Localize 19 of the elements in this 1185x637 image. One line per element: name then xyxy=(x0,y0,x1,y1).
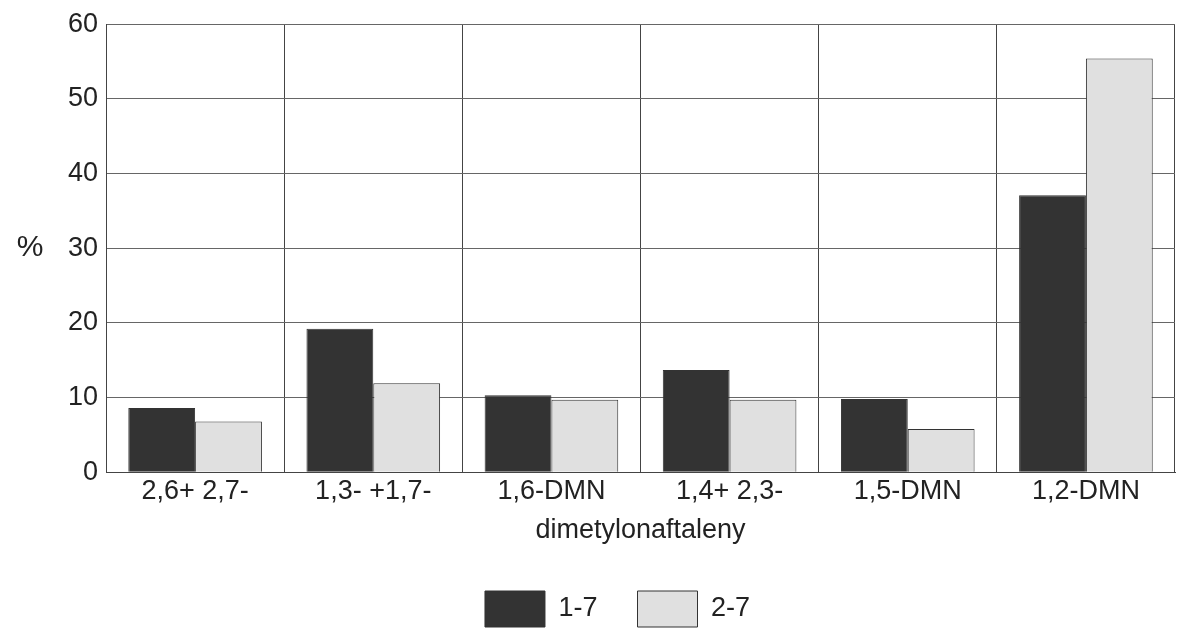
y-tick-label: 0 xyxy=(83,455,99,486)
x-tick-label: 2,6+ 2,7- xyxy=(141,474,249,505)
x-tick-label: 1,2-DMN xyxy=(1031,474,1140,505)
y-tick-label: 10 xyxy=(67,380,99,411)
y-tick-label: 60 xyxy=(67,7,99,38)
x-tick-label: 1,5-DMN xyxy=(853,474,962,505)
x-tick-label: 1,6-DMN xyxy=(497,474,606,505)
y-tick-label: 40 xyxy=(67,156,99,187)
x-tick-label: 1,4+ 2,3- xyxy=(675,474,784,505)
y-tick-label: 50 xyxy=(67,82,99,113)
legend-label: 1-7 xyxy=(558,592,598,623)
y-tick-label: 20 xyxy=(67,306,99,337)
x-axis-title: dimetylonaftaleny xyxy=(535,514,747,545)
legend-label: 2-7 xyxy=(711,592,751,623)
bar xyxy=(306,328,374,472)
y-axis-title: % xyxy=(16,229,44,263)
x-tick-label: 1,3- +1,7- xyxy=(315,474,432,505)
y-tick-label: 30 xyxy=(67,231,99,262)
bar xyxy=(128,407,196,472)
